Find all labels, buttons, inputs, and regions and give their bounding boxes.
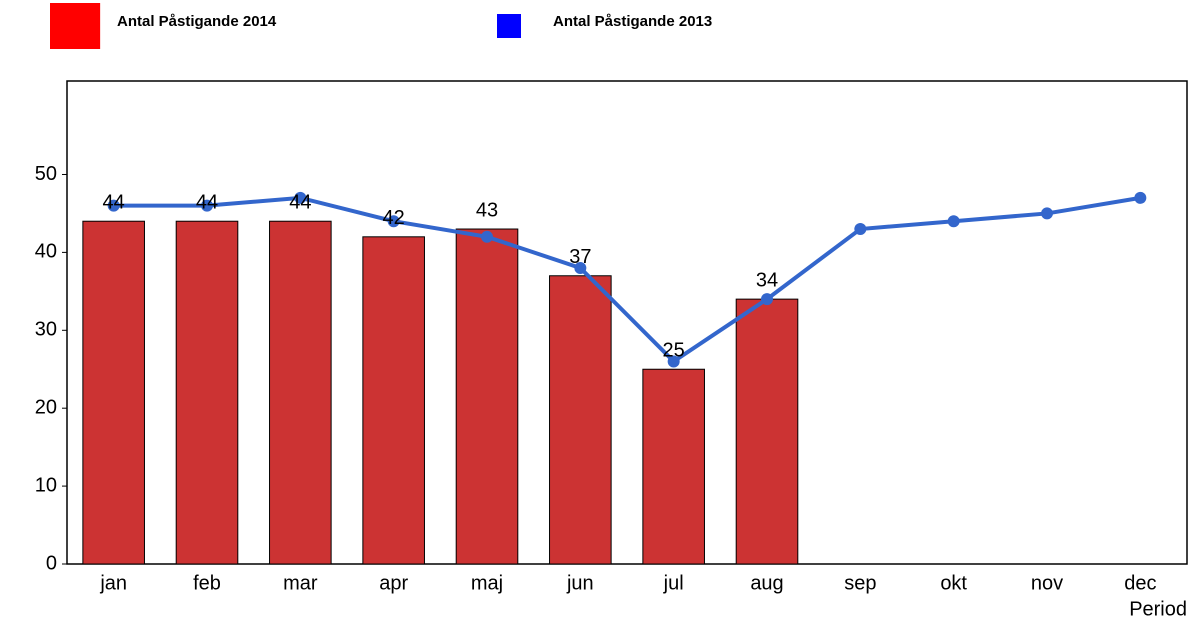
line-point [854,223,867,236]
x-tick-label: feb [193,572,221,594]
line-point [107,199,120,212]
line-point [761,293,773,306]
y-tick-label: 20 [35,396,57,418]
bar [549,275,612,565]
x-tick-label: okt [940,572,967,594]
y-tick-label: 0 [46,552,57,574]
x-tick-label: maj [471,572,503,594]
plot-frame [66,80,1188,565]
line-point [574,261,587,274]
data-label: 25 [663,340,685,362]
data-label: 44 [289,192,311,214]
bar [82,220,145,565]
data-label: 42 [383,207,405,229]
x-tick-label: mar [283,572,318,594]
data-label: 37 [569,246,591,268]
line-point [201,199,213,212]
y-tick-label: 10 [35,474,57,496]
y-tick-label: 30 [35,319,57,341]
bar [455,228,519,565]
x-tick-label: dec [1124,572,1156,594]
bar [735,298,799,565]
bar [642,368,705,565]
legend-swatch [50,3,101,49]
line-point [1134,191,1147,204]
x-tick-label: sep [844,572,876,594]
data-label: 44 [103,192,125,214]
bar [362,236,425,565]
bar [175,220,239,565]
line-point [947,215,960,228]
x-tick-label: apr [379,572,408,594]
line-point [1041,207,1053,220]
x-axis-label: Period [1129,598,1187,620]
line-point [387,215,400,228]
x-tick-label: aug [750,572,783,594]
y-tick-label: 40 [35,241,57,263]
y-tick-label: 50 [35,163,57,185]
line-point [481,230,493,243]
x-tick-label: jan [99,572,127,594]
legend-swatch [497,14,521,38]
line [113,195,1141,365]
bar [269,220,332,565]
x-tick-label: jun [566,572,594,594]
legend-label: Antal Påstigande 2014 [117,13,277,30]
x-tick-label: jul [663,572,684,594]
line-point [667,355,680,368]
data-label: 34 [756,269,778,291]
data-label: 43 [476,199,498,221]
legend-label: Antal Påstigande 2013 [553,13,712,30]
line-point [294,191,307,204]
x-tick-label: nov [1031,572,1063,594]
data-label: 44 [196,192,218,214]
